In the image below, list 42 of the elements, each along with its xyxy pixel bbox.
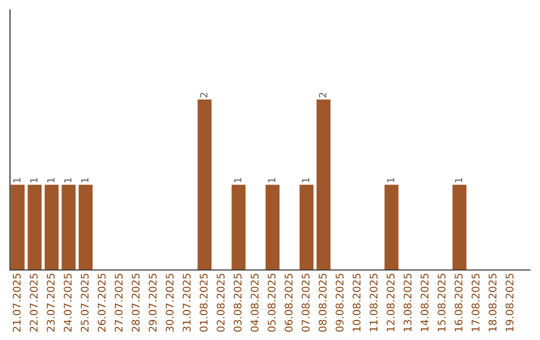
data-label: 2 xyxy=(318,92,326,98)
x-tick-label: 14.08.2025 xyxy=(420,274,429,332)
data-label: 1 xyxy=(387,178,394,182)
x-tick-label: 17.08.2025 xyxy=(472,274,480,332)
data-label: 1 xyxy=(13,178,20,182)
data-label: 1 xyxy=(234,178,242,182)
data-label: 1 xyxy=(81,178,88,182)
x-tick-label: 04.08.2025 xyxy=(250,274,259,332)
x-tick-label: 30.07.2025 xyxy=(166,274,174,332)
x-tick-label: 13.08.2025 xyxy=(404,274,412,332)
x-tick-label: 26.07.2025 xyxy=(98,274,106,332)
x-tick-label: 24.07.2025 xyxy=(64,274,72,332)
x-tick-label: 12.08.2025 xyxy=(386,274,395,332)
x-tick-label: 28.07.2025 xyxy=(132,274,140,332)
x-tick-label: 09.08.2025 xyxy=(336,274,344,332)
x-tick-label: 15.08.2025 xyxy=(438,274,446,332)
x-tick-label: 06.08.2025 xyxy=(284,274,293,332)
x-tick-label: 11.08.2025 xyxy=(370,274,378,332)
x-tick-label: 02.08.2025 xyxy=(216,274,225,332)
x-tick-label: 05.08.2025 xyxy=(268,274,276,332)
x-tick-label: 21.07.2025 xyxy=(12,274,21,332)
x-tick-label: 25.07.2025 xyxy=(80,274,89,332)
x-tick-label: 19.08.2025 xyxy=(506,274,514,332)
x-tick-label: 16.08.2025 xyxy=(454,274,462,332)
data-label: 1 xyxy=(302,178,310,182)
x-tick-label: 27.07.2025 xyxy=(114,274,123,332)
x-tick-label: 03.08.2025 xyxy=(234,274,242,332)
x-tick-label: 22.07.2025 xyxy=(30,274,38,332)
x-tick-label: 29.07.2025 xyxy=(148,274,157,332)
data-label: 1 xyxy=(455,178,462,182)
x-tick-label: 31.07.2025 xyxy=(182,274,191,332)
x-tick-label: 07.08.2025 xyxy=(302,274,310,332)
x-tick-label: 08.08.2025 xyxy=(318,274,327,332)
x-tick-label: 10.08.2025 xyxy=(352,274,361,332)
x-tick-label: 23.07.2025 xyxy=(46,274,55,332)
data-label: 1 xyxy=(268,178,276,182)
data-label: 1 xyxy=(30,178,38,182)
x-tick-label: 18.08.2025 xyxy=(488,274,496,332)
x-tick-label: 01.08.2025 xyxy=(200,274,208,332)
data-label: 1 xyxy=(64,178,72,182)
data-label: 2 xyxy=(200,92,208,98)
data-label: 1 xyxy=(47,178,54,182)
